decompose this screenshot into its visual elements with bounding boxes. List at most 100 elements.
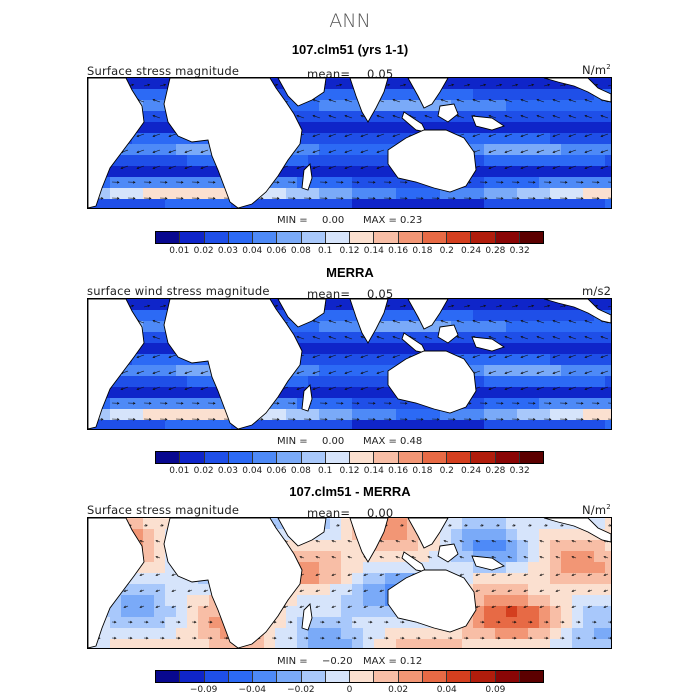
colorbar-swatch bbox=[447, 671, 471, 682]
field-cell bbox=[330, 529, 342, 541]
field-cell bbox=[539, 89, 551, 101]
panel-3-min-value: −0.20 bbox=[322, 656, 353, 667]
colorbar-swatch bbox=[229, 232, 253, 243]
field-cell bbox=[121, 155, 133, 167]
field-cell bbox=[418, 420, 430, 429]
field-cell bbox=[374, 188, 386, 200]
field-cell bbox=[495, 199, 507, 208]
colorbar-tick-label: 0.01 bbox=[169, 466, 189, 476]
field-cell bbox=[374, 606, 386, 618]
field-cell bbox=[605, 365, 611, 377]
field-cell bbox=[341, 89, 353, 101]
colorbar-swatch bbox=[471, 452, 495, 463]
field-cell bbox=[484, 376, 496, 388]
field-cell bbox=[572, 376, 584, 388]
colorbar-swatch bbox=[520, 452, 543, 463]
field-cell bbox=[528, 573, 540, 585]
panel-1-map bbox=[87, 77, 612, 209]
field-cell bbox=[594, 144, 606, 156]
field-cell bbox=[528, 78, 540, 90]
field-cell bbox=[341, 639, 353, 648]
field-cell bbox=[308, 365, 320, 377]
field-cell bbox=[583, 584, 595, 596]
field-cell bbox=[363, 595, 375, 607]
field-cell bbox=[319, 606, 331, 618]
field-cell bbox=[605, 387, 611, 399]
field-cell bbox=[440, 639, 452, 648]
field-cell bbox=[121, 606, 133, 618]
colorbar-tick-label: 0.06 bbox=[267, 466, 287, 476]
field-cell bbox=[495, 584, 507, 596]
field-cell bbox=[264, 420, 276, 429]
field-cell bbox=[396, 122, 408, 134]
field-cell bbox=[539, 144, 551, 156]
field-cell bbox=[440, 199, 452, 208]
field-cell bbox=[495, 606, 507, 618]
field-cell bbox=[572, 365, 584, 377]
field-cell bbox=[451, 78, 463, 90]
field-cell bbox=[561, 551, 573, 563]
field-cell bbox=[550, 122, 562, 134]
field-cell bbox=[462, 199, 474, 208]
field-cell bbox=[319, 166, 331, 178]
field-cell bbox=[308, 144, 320, 156]
field-cell bbox=[572, 343, 584, 355]
field-cell bbox=[110, 617, 122, 629]
field-cell bbox=[209, 628, 221, 640]
field-cell bbox=[495, 310, 507, 322]
page-title: ANN bbox=[0, 10, 700, 32]
field-cell bbox=[539, 199, 551, 208]
field-cell bbox=[352, 551, 364, 563]
field-cell bbox=[132, 420, 144, 429]
field-cell bbox=[319, 562, 331, 574]
field-cell bbox=[396, 420, 408, 429]
field-cell bbox=[385, 89, 397, 101]
field-cell bbox=[154, 595, 166, 607]
field-cell bbox=[605, 409, 611, 421]
field-cell bbox=[132, 518, 144, 530]
field-cell bbox=[363, 354, 375, 366]
field-cell bbox=[308, 639, 320, 648]
field-cell bbox=[143, 420, 155, 429]
field-cell bbox=[319, 573, 331, 585]
field-cell bbox=[319, 155, 331, 167]
field-cell bbox=[418, 409, 430, 421]
field-cell bbox=[165, 144, 177, 156]
field-cell bbox=[198, 617, 210, 629]
panel-2-variable-label: surface wind stress magnitude bbox=[87, 284, 270, 298]
field-cell bbox=[594, 639, 606, 648]
field-cell bbox=[572, 584, 584, 596]
field-cell bbox=[198, 188, 210, 200]
field-cell bbox=[473, 177, 485, 189]
field-cell bbox=[550, 573, 562, 585]
field-cell bbox=[484, 89, 496, 101]
field-cell bbox=[143, 144, 155, 156]
field-cell bbox=[451, 310, 463, 322]
field-cell bbox=[330, 199, 342, 208]
field-cell bbox=[297, 639, 309, 648]
field-cell bbox=[473, 398, 485, 410]
field-cell bbox=[462, 639, 474, 648]
field-cell bbox=[561, 343, 573, 355]
field-cell bbox=[286, 387, 298, 399]
colorbar-swatch bbox=[253, 671, 277, 682]
field-cell bbox=[572, 387, 584, 399]
field-cell bbox=[594, 100, 606, 112]
field-cell bbox=[561, 354, 573, 366]
field-cell bbox=[583, 562, 595, 574]
field-cell bbox=[187, 639, 199, 648]
field-cell bbox=[286, 199, 298, 208]
field-cell bbox=[209, 409, 221, 421]
field-cell bbox=[385, 310, 397, 322]
field-cell bbox=[605, 111, 611, 123]
field-cell bbox=[594, 122, 606, 134]
field-cell bbox=[374, 199, 386, 208]
field-cell bbox=[506, 177, 518, 189]
field-cell bbox=[561, 111, 573, 123]
field-cell bbox=[187, 177, 199, 189]
field-cell bbox=[330, 617, 342, 629]
field-cell bbox=[121, 420, 133, 429]
field-cell bbox=[572, 89, 584, 101]
field-cell bbox=[572, 551, 584, 563]
field-cell bbox=[396, 310, 408, 322]
